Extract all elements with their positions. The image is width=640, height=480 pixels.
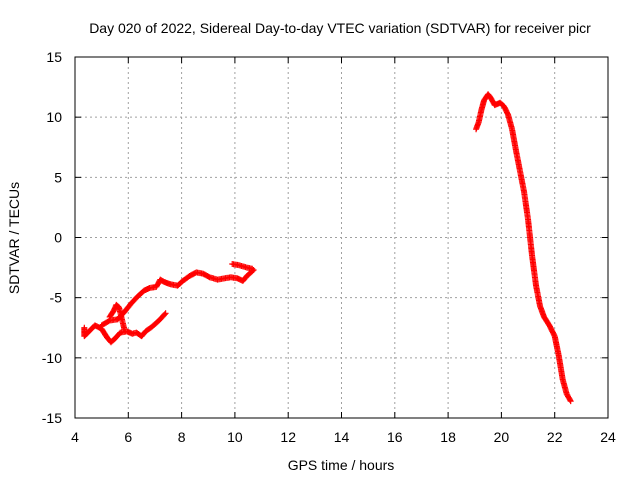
- data-point: [161, 311, 168, 318]
- series-segment-d: [229, 260, 256, 272]
- y-tick-label: 5: [54, 169, 62, 185]
- axis-ticks: 4 6 8 10 12 14 16 18 20 22 24 15 10 5 0 -5 -10 -15: [42, 49, 616, 445]
- x-tick-label: 20: [494, 429, 510, 445]
- y-tick-label: 10: [46, 109, 62, 125]
- y-tick-label: -5: [50, 290, 63, 306]
- grid-lines: [75, 57, 608, 418]
- y-tick-label: -15: [42, 410, 62, 426]
- x-tick-label: 18: [440, 429, 456, 445]
- series-segment-a: [81, 310, 169, 346]
- y-tick-label: -10: [42, 350, 62, 366]
- chart-title: Day 020 of 2022, Sidereal Day-to-day VTE…: [89, 20, 591, 36]
- data-point: [567, 396, 574, 403]
- series-segment-b: [106, 301, 128, 332]
- data-point: [567, 398, 574, 405]
- data-point: [249, 265, 256, 272]
- series-segment-c: [98, 266, 257, 329]
- data-points: [81, 91, 574, 405]
- x-tick-label: 6: [124, 429, 132, 445]
- series-segment-e: [473, 91, 574, 405]
- data-point: [121, 325, 128, 332]
- x-tick-label: 16: [387, 429, 403, 445]
- y-tick-label: 15: [46, 49, 62, 65]
- y-tick-label: 0: [54, 230, 62, 246]
- x-tick-label: 22: [547, 429, 563, 445]
- data-point: [162, 310, 169, 317]
- x-tick-label: 14: [334, 429, 350, 445]
- y-axis-label: SDTVAR / TECUs: [6, 182, 22, 294]
- x-tick-label: 4: [71, 429, 79, 445]
- x-tick-label: 12: [280, 429, 296, 445]
- x-tick-label: 24: [600, 429, 616, 445]
- x-axis-label: GPS time / hours: [288, 457, 395, 473]
- x-tick-label: 10: [227, 429, 243, 445]
- x-tick-label: 8: [178, 429, 186, 445]
